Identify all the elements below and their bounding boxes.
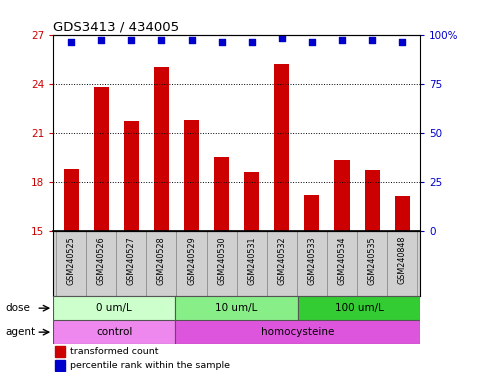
Point — [338, 37, 346, 43]
Point — [188, 37, 196, 43]
Text: dose: dose — [6, 303, 31, 313]
Bar — [176, 231, 207, 296]
Bar — [244, 172, 259, 231]
Text: 10 um/L: 10 um/L — [215, 303, 258, 313]
Bar — [334, 161, 350, 231]
Point — [248, 39, 256, 45]
Bar — [357, 231, 387, 296]
Text: GSM240529: GSM240529 — [187, 236, 196, 285]
Bar — [55, 360, 65, 371]
Bar — [267, 231, 297, 296]
Text: GSM240535: GSM240535 — [368, 236, 377, 285]
Text: GSM240528: GSM240528 — [157, 236, 166, 285]
Text: GSM240848: GSM240848 — [398, 236, 407, 285]
Point — [398, 39, 406, 45]
Point — [67, 39, 75, 45]
Bar — [274, 64, 289, 231]
Bar — [53, 320, 175, 344]
Text: GDS3413 / 434005: GDS3413 / 434005 — [53, 20, 179, 33]
Bar — [124, 121, 139, 231]
Bar — [395, 197, 410, 231]
Bar — [297, 231, 327, 296]
Text: GSM240534: GSM240534 — [338, 236, 346, 285]
Point — [368, 37, 376, 43]
Bar — [175, 320, 420, 344]
Text: homocysteine: homocysteine — [261, 327, 335, 337]
Bar — [214, 157, 229, 231]
Bar — [116, 231, 146, 296]
Text: GSM240530: GSM240530 — [217, 236, 226, 285]
Bar — [55, 346, 65, 357]
Bar — [207, 231, 237, 296]
Text: GSM240531: GSM240531 — [247, 236, 256, 285]
Bar — [64, 169, 79, 231]
Bar — [237, 231, 267, 296]
Point — [157, 37, 165, 43]
Bar — [146, 231, 176, 296]
Bar — [304, 195, 319, 231]
Bar — [184, 119, 199, 231]
Text: GSM240526: GSM240526 — [97, 236, 106, 285]
Bar — [298, 296, 420, 320]
Bar — [154, 67, 169, 231]
Point — [308, 39, 316, 45]
Text: 100 um/L: 100 um/L — [335, 303, 384, 313]
Text: GSM240527: GSM240527 — [127, 236, 136, 285]
Text: 0 um/L: 0 um/L — [97, 303, 132, 313]
Text: GSM240533: GSM240533 — [307, 236, 316, 285]
Text: agent: agent — [6, 327, 36, 337]
Bar — [53, 296, 175, 320]
Bar — [175, 296, 298, 320]
Bar — [56, 231, 86, 296]
Text: GSM240532: GSM240532 — [277, 236, 286, 285]
Text: GSM240525: GSM240525 — [67, 236, 76, 285]
Text: percentile rank within the sample: percentile rank within the sample — [70, 361, 229, 370]
Bar — [365, 170, 380, 231]
Bar — [387, 231, 417, 296]
Point — [98, 37, 105, 43]
Text: control: control — [96, 327, 132, 337]
Point — [128, 37, 135, 43]
Text: transformed count: transformed count — [70, 347, 158, 356]
Bar — [86, 231, 116, 296]
Bar — [94, 87, 109, 231]
Point — [218, 39, 226, 45]
Bar — [327, 231, 357, 296]
Point — [278, 35, 285, 41]
